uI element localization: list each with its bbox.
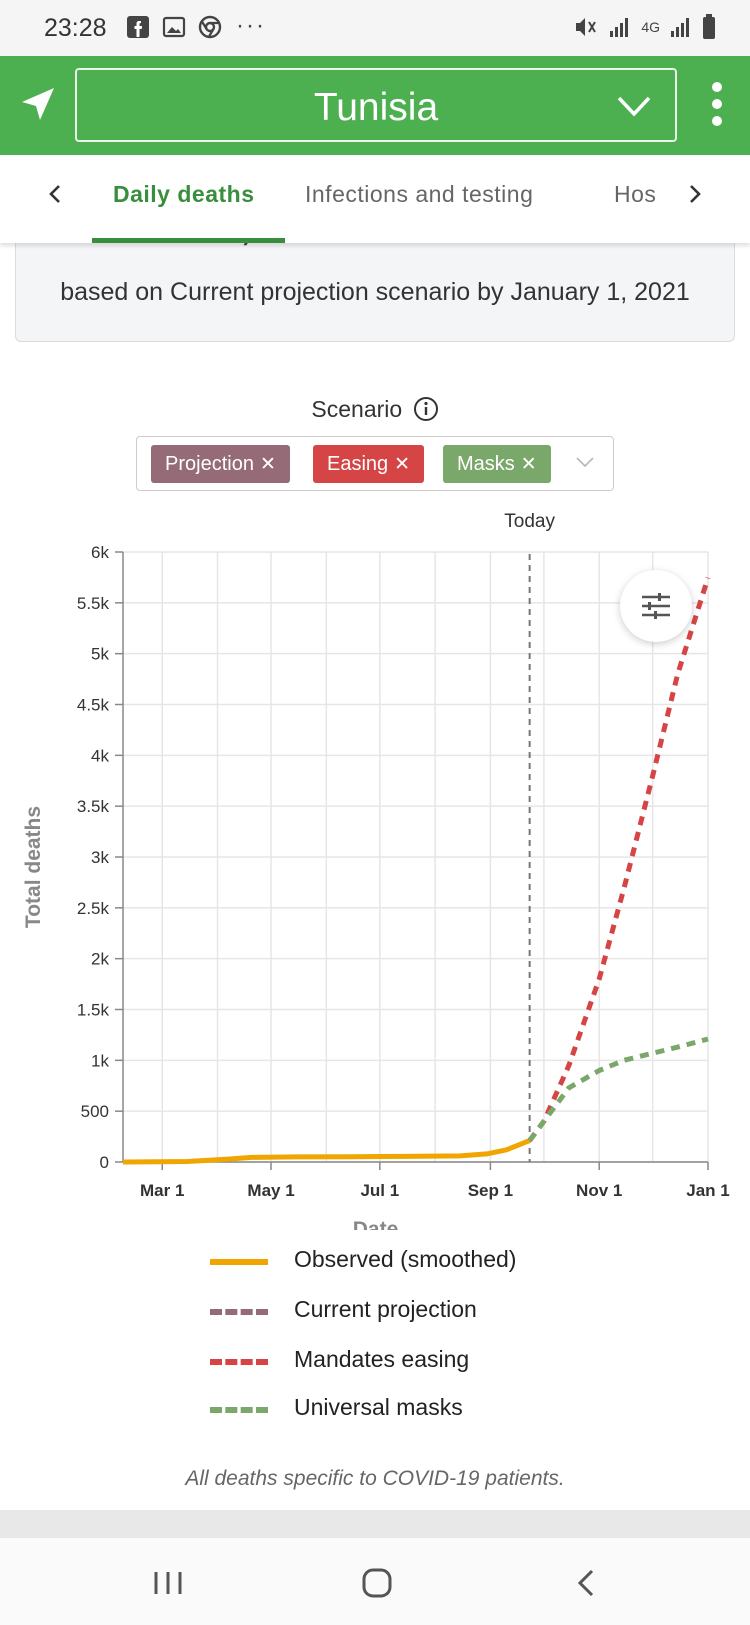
section-divider	[0, 1510, 750, 1538]
tab-bar: Daily deaths Infections and testing Hos	[0, 155, 750, 243]
x-tick-label: Jan 1	[686, 1181, 729, 1200]
tab-infections-testing[interactable]: Infections and testing	[305, 181, 534, 207]
chart-settings-button[interactable]	[620, 570, 692, 642]
signal-icon-2	[671, 18, 689, 37]
chevron-right-icon[interactable]	[680, 179, 710, 209]
y-tick-label: 3.5k	[77, 797, 110, 816]
signal-icon	[610, 18, 629, 37]
legend-swatch	[210, 1407, 268, 1413]
chip-projection[interactable]: Projection ✕	[151, 445, 290, 483]
country-select[interactable]: Tunisia	[75, 68, 677, 142]
series-line-mandates-easing	[527, 576, 711, 1143]
y-tick-label: 4.5k	[77, 696, 110, 715]
status-time: 23:28	[44, 14, 107, 42]
chip-masks[interactable]: Masks ✕	[443, 445, 551, 483]
summary-card: 5,747 COVID-19 deaths based on Current p…	[15, 232, 735, 342]
legend-swatch	[210, 1359, 268, 1365]
y-tick-label: 2.5k	[77, 899, 110, 918]
remove-chip-icon[interactable]: ✕	[259, 454, 276, 475]
chip-easing[interactable]: Easing ✕	[313, 445, 425, 483]
tab-daily-deaths[interactable]: Daily deaths	[113, 181, 255, 207]
facebook-icon	[127, 16, 149, 38]
more-notifications-icon: ···	[236, 12, 266, 39]
series-line-universal-masks	[527, 1036, 709, 1143]
home-icon[interactable]	[357, 1566, 397, 1600]
system-nav-bar	[0, 1538, 750, 1625]
legend-label: Current projection	[294, 1296, 477, 1322]
scenario-select[interactable]: Projection ✕ Easing ✕ Masks ✕	[136, 436, 614, 491]
info-icon[interactable]	[413, 396, 439, 422]
system-icons: 4G	[573, 14, 716, 40]
chip-label: Masks	[457, 453, 515, 475]
deaths-chart: 0 500 1k 1.5k 2k 2.5k 3k 3.5k 4k 4.5k 5k 5.5k 6k Mar …	[22, 511, 730, 1230]
legend-swatch	[210, 1259, 268, 1265]
y-axis-label: Total deaths	[22, 806, 45, 928]
app-bar: Tunisia	[0, 56, 750, 155]
remove-chip-icon[interactable]: ✕	[394, 454, 411, 475]
scenario-label: Scenario	[311, 396, 403, 422]
sliders-icon	[642, 593, 670, 619]
x-tick-label: May 1	[247, 1181, 294, 1200]
chip-label: Easing	[327, 453, 389, 475]
x-tick-label: Mar 1	[140, 1181, 184, 1200]
today-label: Today	[504, 511, 555, 532]
recent-apps-icon[interactable]	[148, 1566, 188, 1600]
more-options-icon[interactable]	[710, 82, 724, 130]
series-line-observed-smoothed	[122, 1138, 531, 1165]
y-tick-label: 3k	[91, 848, 109, 867]
dropdown-chevron-icon[interactable]	[575, 455, 595, 469]
chevron-down-icon	[617, 96, 651, 117]
country-name: Tunisia	[313, 86, 439, 129]
x-axis-label: Date	[353, 1218, 399, 1230]
y-tick-label: 5.5k	[77, 594, 110, 613]
legend-label: Universal masks	[294, 1394, 463, 1420]
y-tick-label: 1k	[91, 1051, 109, 1070]
chip-label: Projection	[165, 453, 254, 475]
remove-chip-icon[interactable]: ✕	[520, 454, 537, 475]
x-tick-label: Nov 1	[576, 1181, 622, 1200]
y-tick-label: 5k	[91, 645, 109, 664]
x-tick-label: Jul 1	[360, 1181, 399, 1200]
tab-hospital[interactable]: Hos	[614, 181, 657, 207]
y-tick-label: 1.5k	[77, 1001, 110, 1020]
mute-icon	[576, 18, 597, 36]
location-arrow-icon[interactable]	[18, 84, 58, 124]
x-tick-label: Sep 1	[468, 1181, 513, 1200]
y-tick-label: 4k	[91, 746, 109, 765]
legend-swatch	[210, 1309, 268, 1315]
active-tab-indicator	[92, 238, 285, 243]
chevron-left-icon[interactable]	[40, 179, 70, 209]
scenario-heading: Scenario	[0, 396, 750, 423]
gallery-icon	[162, 16, 186, 38]
legend-label: Observed (smoothed)	[294, 1246, 517, 1272]
summary-text: based on Current projection scenario by …	[60, 278, 690, 306]
chrome-icon	[198, 15, 222, 39]
battery-icon	[703, 14, 715, 39]
back-icon[interactable]	[568, 1566, 608, 1600]
y-tick-label: 500	[81, 1102, 109, 1121]
notification-icons	[126, 15, 222, 39]
network-type: 4G	[641, 19, 660, 35]
y-tick-label: 0	[100, 1153, 109, 1172]
y-tick-label: 2k	[91, 950, 109, 969]
y-tick-label: 6k	[91, 543, 109, 562]
legend-label: Mandates easing	[294, 1346, 470, 1372]
status-bar: 23:28 ··· 4G	[0, 0, 750, 56]
chart-footnote: All deaths specific to COVID-19 patients…	[185, 1467, 565, 1490]
